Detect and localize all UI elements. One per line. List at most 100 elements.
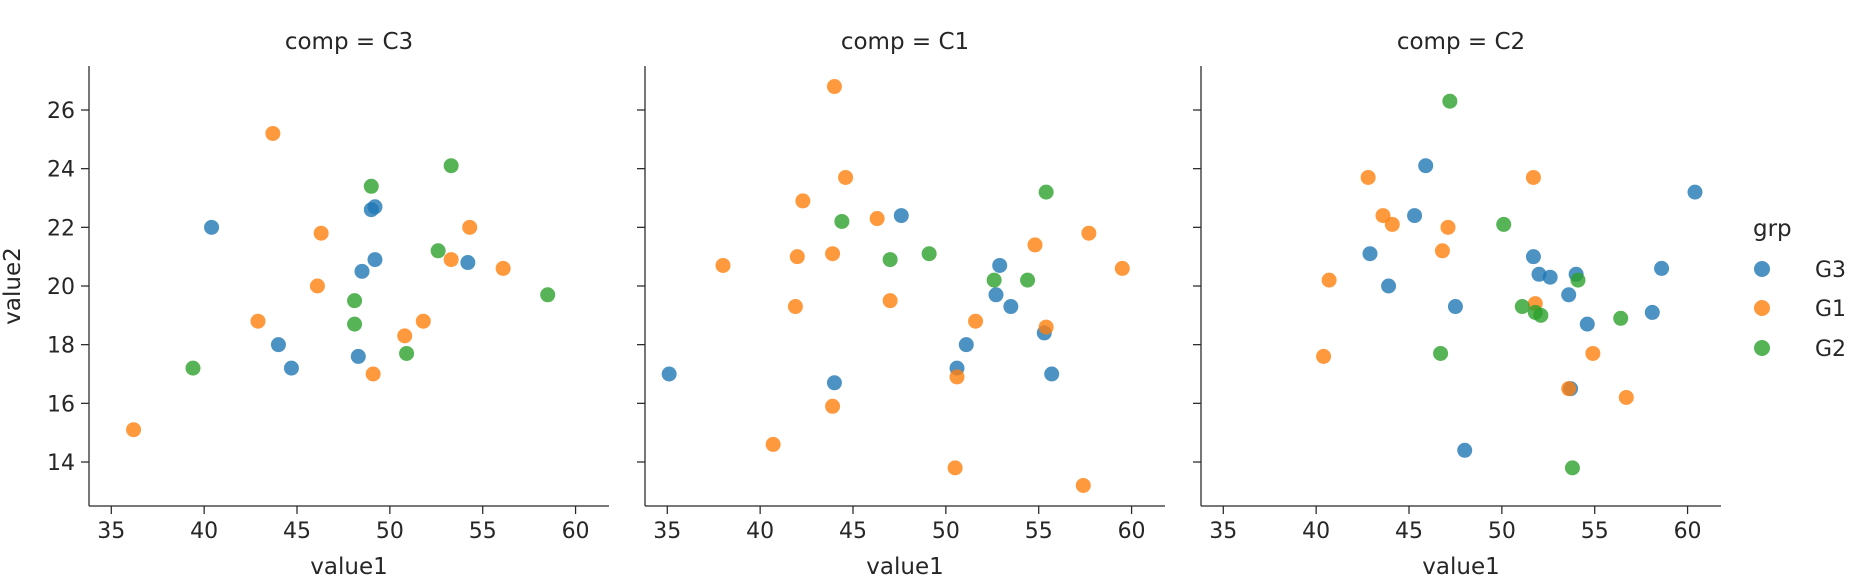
panel-2-x-tick-label: 40 <box>746 519 774 544</box>
panel-1-point-g1 <box>265 125 281 141</box>
panel-1-point-g3 <box>270 337 286 353</box>
panel-2-point-g3 <box>1003 299 1019 315</box>
panel-2-point-g1 <box>826 79 842 95</box>
panel-2-point-g1 <box>1038 319 1054 335</box>
panel-1-point-g1 <box>313 225 329 241</box>
panel-2-title: comp = C1 <box>841 29 969 55</box>
panel-1-x-axis-label: value1 <box>310 554 387 576</box>
panel-3-point-g1 <box>1440 219 1456 235</box>
panel-3-title: comp = C2 <box>1397 29 1525 55</box>
panel-2-x-tick-label: 45 <box>839 519 867 544</box>
panel-2-x-axis-label: value1 <box>866 554 943 576</box>
panel-3-point-g1 <box>1360 169 1376 185</box>
panel-1-point-g1 <box>443 252 459 268</box>
panel-1-x-tick-label: 50 <box>376 519 404 544</box>
panel-2-point-g3 <box>958 337 974 353</box>
panel-1-point-g2 <box>430 243 446 259</box>
panel-3-point-g1 <box>1561 381 1577 397</box>
panel-3-point-g3 <box>1362 246 1378 262</box>
panel-3-point-g1 <box>1321 272 1337 288</box>
panel-1-x-tick-label: 40 <box>190 519 218 544</box>
legend-title: grp <box>1753 216 1792 242</box>
panel-2-point-g3 <box>1044 366 1060 382</box>
y-axis-label: value2 <box>0 247 26 324</box>
panel-2-point-g1 <box>869 211 885 227</box>
panel-1-point-g3 <box>204 219 220 235</box>
panel-2-point-g1 <box>825 246 841 262</box>
panel-3-point-g3 <box>1687 184 1703 200</box>
panel-3-point-g3 <box>1457 442 1473 458</box>
panel-3-point-g2 <box>1613 310 1629 326</box>
y-tick-label: 18 <box>47 334 75 359</box>
panel-1-point-g2 <box>347 293 363 309</box>
panel-1-point-g3 <box>354 263 370 279</box>
panel-2-point-g1 <box>949 369 965 385</box>
panel-2-point-g3 <box>992 257 1008 273</box>
panel-3-point-g1 <box>1585 345 1601 361</box>
panel-3-point-g2 <box>1564 460 1580 476</box>
panel-3-point-g2 <box>1570 272 1586 288</box>
y-tick-label: 24 <box>47 158 75 183</box>
panel-1-point-g1 <box>309 278 325 294</box>
panel-2-point-g1 <box>787 299 803 315</box>
panel-2-x-tick-label: 50 <box>932 519 960 544</box>
panel-3-point-g1 <box>1384 216 1400 232</box>
panel-1-point-g1 <box>250 313 266 329</box>
panel-2-point-g3 <box>988 287 1004 303</box>
panel-3-point-g3 <box>1407 208 1423 224</box>
y-tick-label: 20 <box>47 275 75 300</box>
panel-3-x-tick-label: 45 <box>1395 519 1423 544</box>
panel-3-x-tick-label: 35 <box>1209 519 1237 544</box>
panel-2-point-g1 <box>968 313 984 329</box>
y-tick-label: 14 <box>47 451 75 476</box>
panel-1-title: comp = C3 <box>285 29 413 55</box>
panel-3-point-g2 <box>1533 307 1549 323</box>
panel-3-point-g3 <box>1561 287 1577 303</box>
panel-1-x-tick-label: 35 <box>97 519 125 544</box>
panel-2-x-tick-label: 35 <box>653 519 681 544</box>
panel-1-point-g2 <box>363 178 379 194</box>
panel-2-point-g2 <box>1020 272 1036 288</box>
panel-3-point-g3 <box>1542 269 1558 285</box>
panel-1-point-g3 <box>283 360 299 376</box>
panel-1-point-g2 <box>185 360 201 376</box>
panel-3-x-tick-label: 40 <box>1302 519 1330 544</box>
panel-3-point-g3 <box>1525 249 1541 265</box>
legend-label-g3: G3 <box>1815 258 1846 283</box>
y-tick-label: 22 <box>47 216 75 241</box>
panel-1-point-g2 <box>347 316 363 332</box>
panel-2-point-g2 <box>1038 184 1054 200</box>
panel-2-point-g1 <box>1075 477 1091 493</box>
y-tick-label: 26 <box>47 99 75 124</box>
panel-3-point-g1 <box>1434 243 1450 259</box>
panel-3-x-tick-label: 55 <box>1581 519 1609 544</box>
panel-1-point-g1 <box>462 219 478 235</box>
panel-3-point-g3 <box>1418 158 1434 174</box>
y-tick-label: 16 <box>47 392 75 417</box>
panel-3-point-g2 <box>1496 216 1512 232</box>
panel-1-x-tick-label: 55 <box>469 519 497 544</box>
panel-3-point-g3 <box>1654 260 1670 276</box>
legend-label-g2: G2 <box>1815 337 1846 362</box>
panel-1-x-tick-label: 60 <box>562 519 590 544</box>
panel-2-point-g1 <box>1081 225 1097 241</box>
legend-marker-g3 <box>1754 261 1770 277</box>
panel-3-x-axis-label: value1 <box>1422 554 1499 576</box>
panel-2-x-tick-label: 55 <box>1025 519 1053 544</box>
panel-1-point-g1 <box>126 422 142 438</box>
panel-2-point-g1 <box>789 249 805 265</box>
panel-2-point-g1 <box>1027 237 1043 253</box>
panel-1-point-g1 <box>415 313 431 329</box>
panel-3-point-g3 <box>1381 278 1397 294</box>
legend-marker-g1 <box>1754 300 1770 316</box>
panel-2-point-g2 <box>921 246 937 262</box>
panel-3-point-g1 <box>1525 169 1541 185</box>
panel-3-point-g2 <box>1442 93 1458 109</box>
panel-2-point-g1 <box>795 193 811 209</box>
panel-3-x-tick-label: 50 <box>1488 519 1516 544</box>
panel-1-point-g3 <box>367 199 383 215</box>
legend-marker-g2 <box>1754 340 1770 356</box>
panel-3-point-g2 <box>1514 299 1530 315</box>
panel-1-x-tick-label: 45 <box>283 519 311 544</box>
panel-1-point-g1 <box>365 366 381 382</box>
